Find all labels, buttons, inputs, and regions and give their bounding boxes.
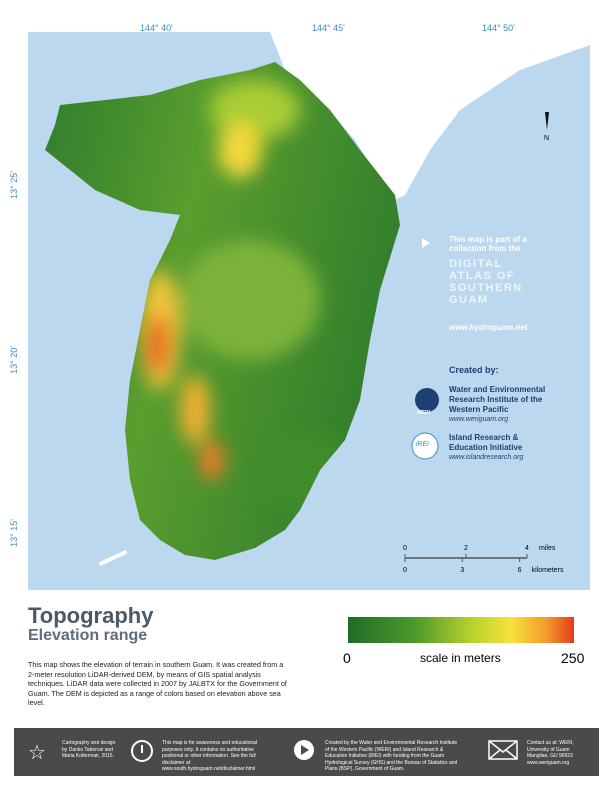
atlas-title: DIGITAL ATLAS OF SOUTHERN GUAM: [449, 258, 523, 306]
longitude-label: 144° 45': [312, 23, 345, 33]
atlas-title-line: ATLAS OF: [449, 270, 516, 282]
created-by: Created by:: [449, 365, 499, 375]
atlas-title-line: DIGITAL: [449, 258, 503, 270]
reef-island: [98, 549, 128, 567]
scale-tick-label: 3: [460, 567, 464, 574]
north-arrow: [545, 112, 549, 130]
legend-max: 250: [561, 650, 585, 666]
scale-tick-label: 2: [464, 545, 468, 552]
footer-disclaimer: This map is for awareness and educationa…: [162, 740, 258, 772]
irei-logo: [411, 432, 439, 460]
footer-icons: [131, 740, 153, 762]
info-icon: [131, 740, 153, 762]
legend-min: 0: [343, 650, 351, 666]
scale-tick-label: 0: [403, 545, 407, 552]
latitude-label: 13° 25': [8, 171, 19, 199]
latitude-label: 13° 15': [8, 519, 19, 547]
org-url: www.islandresearch.org: [449, 454, 524, 461]
elevation-color-bar: [348, 617, 574, 643]
info-icon-mark: [141, 745, 143, 753]
logo-text: iREi: [416, 441, 429, 448]
scale-tick-label: 4: [525, 545, 529, 552]
north-label: N: [544, 135, 550, 142]
mail-icon: [488, 740, 518, 760]
play-icon: [294, 740, 314, 760]
scale-unit: kilometers: [532, 567, 564, 574]
star-icon: ☆: [28, 742, 46, 764]
subtitle: Elevation range: [28, 627, 148, 644]
atlas-title-line: SOUTHERN: [449, 282, 523, 294]
longitude-label: 144° 40': [140, 23, 173, 33]
atlas-title-line: GUAM: [449, 294, 489, 306]
legend-label: scale in meters: [420, 651, 501, 665]
footer-contact: Contact us at: WERI, University of Guam …: [527, 740, 574, 766]
scale-unit: miles: [539, 545, 556, 552]
atlas-url: www.hydroguam.net: [449, 323, 528, 332]
longitude-label: 144° 50': [482, 23, 515, 33]
title: Topography: [28, 603, 154, 628]
org-name: Water and Environmental Research Institu…: [449, 385, 546, 414]
pointer-arrow: [422, 238, 430, 248]
org-name: Island Research & Education Initiative: [449, 433, 523, 452]
description: This map shows the elevation of terrain …: [28, 660, 287, 707]
intro-text: This map is part of a collection from th…: [449, 235, 527, 253]
weri-logo: [415, 388, 439, 412]
org-url: www.weriguam.org: [449, 416, 509, 423]
scale-bar: 0 2 4 miles 0 3 6 kilometers: [403, 545, 564, 574]
footer-credits: Cartography and design by Danko Taborosi…: [62, 740, 116, 759]
latitude-label: 13° 20': [8, 346, 19, 374]
scale-tick-label: 0: [403, 567, 407, 574]
footer-funding: Created by the Water and Environmental R…: [325, 740, 458, 772]
outside-area: [270, 32, 590, 200]
scale-tick-label: 6: [518, 567, 522, 574]
logo-text: WERI: [417, 410, 431, 416]
